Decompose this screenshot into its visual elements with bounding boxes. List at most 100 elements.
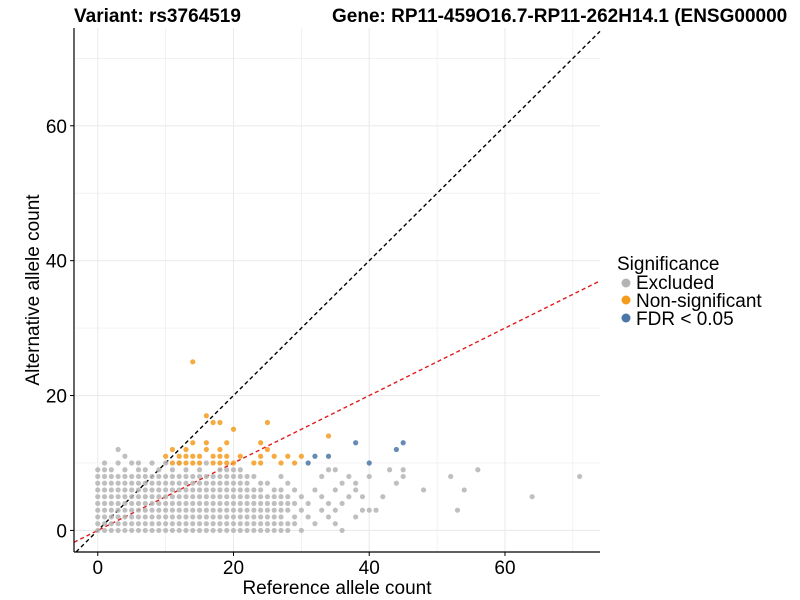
fdr-0-05-point	[305, 460, 311, 466]
excluded-point	[156, 514, 162, 520]
excluded-point	[101, 507, 108, 513]
excluded-point	[95, 527, 101, 534]
excluded-point	[319, 473, 325, 480]
excluded-point	[190, 507, 196, 513]
excluded-point	[142, 473, 148, 480]
excluded-point	[101, 467, 108, 473]
excluded-point	[217, 494, 223, 500]
fdr-0-05-point	[353, 440, 359, 446]
excluded-point	[196, 500, 203, 507]
excluded-point	[149, 500, 155, 507]
excluded-point	[196, 527, 203, 534]
excluded-point	[264, 514, 271, 520]
non-significant-point	[230, 426, 237, 432]
excluded-point	[163, 521, 169, 527]
excluded-point	[278, 473, 284, 480]
excluded-point	[108, 500, 114, 507]
excluded-point	[108, 527, 114, 534]
excluded-point	[210, 500, 216, 507]
legend-title: Significance	[617, 254, 719, 275]
x-tick-label: 0	[92, 558, 103, 579]
excluded-point	[156, 480, 162, 486]
excluded-point	[122, 527, 128, 534]
excluded-point	[122, 521, 128, 527]
excluded-point	[169, 473, 176, 480]
non-significant-point	[169, 446, 176, 453]
excluded-point	[115, 521, 121, 527]
excluded-point	[149, 480, 155, 486]
excluded-point	[203, 500, 209, 507]
non-significant-point	[258, 460, 264, 466]
excluded-point	[278, 514, 284, 520]
excluded-point	[169, 500, 176, 507]
excluded-point	[203, 494, 209, 500]
excluded-point	[400, 467, 406, 473]
excluded-point	[359, 507, 366, 513]
excluded-point	[224, 494, 230, 500]
excluded-point	[183, 500, 189, 507]
excluded-point	[298, 494, 304, 500]
non-significant-point	[291, 460, 298, 466]
excluded-point	[183, 507, 189, 513]
excluded-point	[129, 527, 135, 534]
excluded-point	[244, 487, 250, 493]
excluded-point	[264, 507, 271, 513]
excluded-point	[142, 494, 148, 500]
excluded-point	[108, 487, 114, 493]
excluded-point	[244, 494, 250, 500]
non-significant-point	[264, 446, 271, 453]
excluded-point	[122, 480, 128, 486]
non-significant-point	[203, 446, 209, 453]
excluded-point	[210, 514, 216, 520]
excluded-point	[156, 527, 162, 534]
non-significant-point	[196, 453, 203, 459]
excluded-point	[346, 473, 352, 480]
excluded-point	[210, 521, 216, 527]
legend-swatch-non-significant	[621, 295, 631, 305]
excluded-point	[237, 521, 243, 527]
excluded-point	[95, 473, 101, 480]
non-significant-point	[278, 460, 284, 466]
y-axis-label: Alternative allele count	[23, 194, 44, 386]
excluded-point	[448, 473, 454, 480]
excluded-point	[230, 473, 237, 480]
excluded-point	[461, 487, 467, 493]
excluded-point	[251, 473, 257, 480]
excluded-point	[285, 500, 291, 507]
excluded-point	[95, 507, 101, 513]
non-significant-point	[258, 440, 264, 446]
gene-title: Gene: RP11-459O16.7-RP11-262H14.1 (ENSG0…	[332, 6, 787, 27]
excluded-point	[176, 494, 182, 500]
excluded-point	[217, 521, 223, 527]
non-significant-point	[264, 419, 271, 426]
non-significant-point	[203, 413, 209, 419]
non-significant-point	[217, 460, 223, 466]
excluded-point	[264, 521, 271, 527]
excluded-point	[210, 507, 216, 513]
excluded-point	[135, 473, 142, 480]
excluded-point	[230, 507, 237, 513]
excluded-point	[108, 507, 114, 513]
excluded-point	[217, 473, 223, 480]
excluded-point	[251, 521, 257, 527]
excluded-point	[217, 487, 223, 493]
excluded-point	[163, 473, 169, 480]
excluded-point	[196, 514, 203, 520]
excluded-point	[149, 494, 155, 500]
excluded-point	[244, 514, 250, 520]
excluded-point	[237, 487, 243, 493]
excluded-point	[115, 473, 121, 480]
non-significant-point	[230, 460, 237, 466]
excluded-point	[203, 527, 209, 534]
excluded-point	[176, 507, 182, 513]
excluded-point	[129, 500, 135, 507]
excluded-point	[380, 494, 386, 500]
excluded-point	[366, 473, 372, 480]
excluded-point	[312, 521, 318, 527]
excluded-point	[163, 460, 169, 466]
identity-reference-line	[75, 30, 601, 553]
excluded-point	[176, 527, 182, 534]
non-significant-point	[190, 460, 196, 466]
excluded-point	[224, 514, 230, 520]
excluded-point	[115, 514, 121, 520]
